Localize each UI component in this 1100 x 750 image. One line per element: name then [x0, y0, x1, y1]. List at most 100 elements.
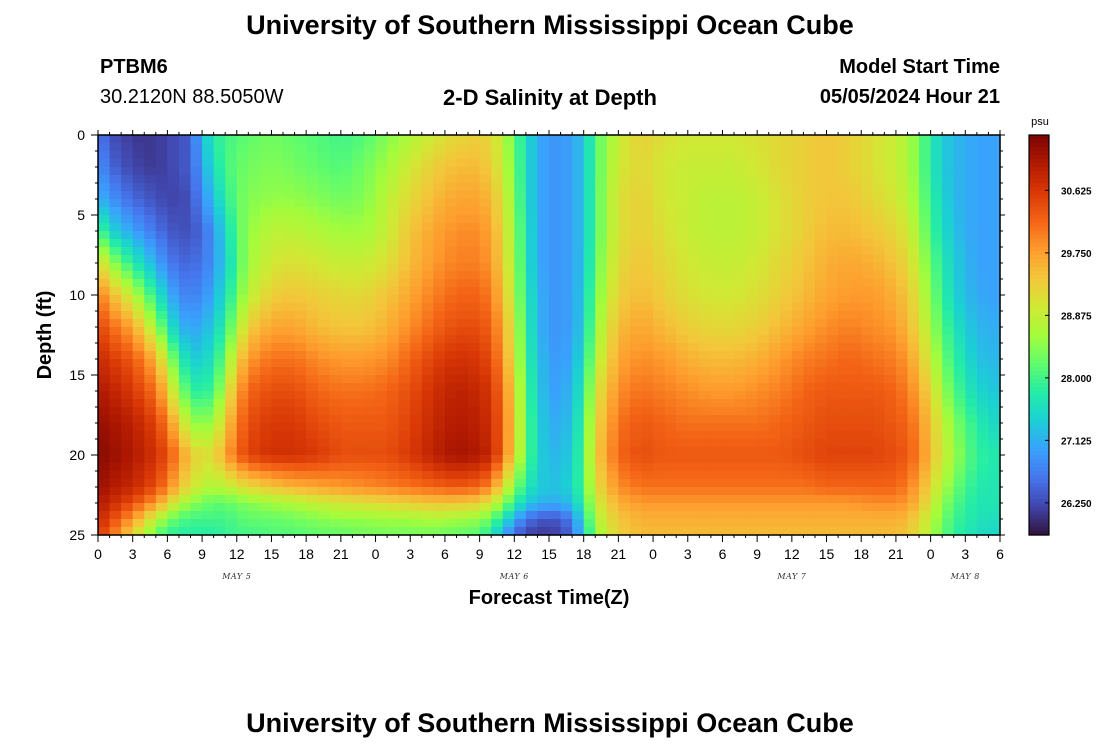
heatmap-cell — [849, 527, 862, 536]
heatmap-cell — [595, 463, 608, 472]
colorbar-segment — [1029, 239, 1049, 244]
heatmap-cell — [549, 151, 562, 160]
heatmap-cell — [190, 431, 203, 440]
heatmap-cell — [317, 479, 330, 488]
heatmap-cell — [814, 391, 828, 400]
heatmap-cell — [595, 279, 608, 288]
heatmap-cell — [734, 239, 747, 248]
heatmap-cell — [861, 295, 874, 304]
heatmap-cell — [479, 423, 492, 432]
heatmap-cell — [306, 263, 319, 272]
heatmap-cell — [236, 175, 249, 184]
heatmap-cell — [491, 375, 504, 384]
heatmap-cell — [664, 279, 677, 288]
heatmap-cell — [953, 431, 966, 440]
heatmap-cell — [537, 223, 550, 232]
heatmap-cell — [618, 215, 631, 224]
heatmap-cell — [190, 287, 203, 296]
colorbar-segment — [1029, 183, 1049, 188]
heatmap-cell — [363, 151, 377, 160]
heatmap-cell — [387, 415, 400, 424]
colorbar-segment — [1029, 275, 1049, 280]
heatmap-cell — [849, 175, 862, 184]
heatmap-cell — [641, 207, 654, 216]
heatmap-cell — [109, 391, 122, 400]
heatmap-cell — [132, 239, 145, 248]
heatmap-cell — [976, 503, 990, 512]
colorbar-segment — [1029, 195, 1049, 200]
heatmap-cell — [98, 367, 111, 376]
heatmap-cell — [919, 463, 932, 472]
heatmap-cell — [699, 319, 712, 328]
heatmap-cell — [248, 431, 261, 440]
heatmap-cell — [155, 223, 168, 232]
heatmap-cell — [178, 343, 192, 352]
heatmap-cell — [502, 447, 515, 456]
heatmap-cell — [190, 143, 203, 152]
heatmap-cell — [98, 495, 111, 504]
heatmap-cell — [884, 527, 897, 536]
heatmap-cell — [838, 255, 851, 264]
heatmap-cell — [479, 343, 492, 352]
heatmap-cell — [861, 271, 874, 280]
heatmap-cell — [236, 215, 249, 224]
heatmap-cell — [329, 231, 342, 240]
heatmap-cell — [306, 167, 319, 176]
heatmap-cell — [352, 375, 365, 384]
colorbar-segment — [1029, 491, 1049, 496]
heatmap-cell — [861, 239, 874, 248]
heatmap-cell — [780, 303, 793, 312]
heatmap-cell — [722, 263, 735, 272]
heatmap-cell — [167, 175, 180, 184]
colorbar-segment — [1029, 427, 1049, 432]
colorbar-tick-label: 26.250 — [1061, 499, 1092, 510]
heatmap-cell — [155, 439, 168, 448]
heatmap-cell — [306, 391, 319, 400]
heatmap-cell — [687, 191, 700, 200]
heatmap-cell — [132, 511, 145, 520]
heatmap-cell — [549, 391, 562, 400]
heatmap-cell — [444, 527, 458, 536]
heatmap-cell — [803, 271, 816, 280]
heatmap-cell — [340, 143, 354, 152]
heatmap-cell — [826, 255, 839, 264]
heatmap-cell — [826, 407, 839, 416]
heatmap-cell — [953, 511, 966, 520]
heatmap-cell — [988, 327, 1001, 336]
heatmap-cell — [849, 143, 862, 152]
heatmap-cell — [444, 151, 458, 160]
heatmap-cell — [930, 407, 943, 416]
heatmap-cell — [572, 287, 585, 296]
heatmap-cell — [479, 367, 492, 376]
heatmap-cell — [572, 487, 585, 496]
heatmap-cell — [583, 511, 596, 520]
heatmap-cell — [491, 175, 504, 184]
heatmap-cell — [190, 135, 203, 144]
heatmap-cell — [410, 311, 423, 320]
heatmap-cell — [225, 303, 238, 312]
heatmap-cell — [699, 231, 712, 240]
heatmap-cell — [294, 303, 307, 312]
heatmap-cell — [433, 247, 446, 256]
heatmap-cell — [676, 479, 689, 488]
heatmap-cell — [861, 431, 874, 440]
heatmap-cell — [109, 271, 122, 280]
heatmap-cell — [803, 495, 816, 504]
heatmap-cell — [421, 463, 434, 472]
heatmap-cell — [202, 391, 215, 400]
colorbar-segment — [1029, 319, 1049, 324]
heatmap-cell — [780, 471, 793, 480]
heatmap-cell — [144, 239, 157, 248]
heatmap-cell — [930, 255, 943, 264]
heatmap-cell — [803, 455, 816, 464]
heatmap-cell — [468, 407, 481, 416]
heatmap-cell — [814, 479, 828, 488]
heatmap-cell — [884, 335, 897, 344]
heatmap-cell — [144, 151, 157, 160]
heatmap-cell — [433, 343, 446, 352]
heatmap-cell — [283, 151, 296, 160]
heatmap-cell — [398, 207, 411, 216]
heatmap-cell — [572, 527, 585, 536]
heatmap-cell — [213, 159, 226, 168]
heatmap-cell — [965, 279, 978, 288]
